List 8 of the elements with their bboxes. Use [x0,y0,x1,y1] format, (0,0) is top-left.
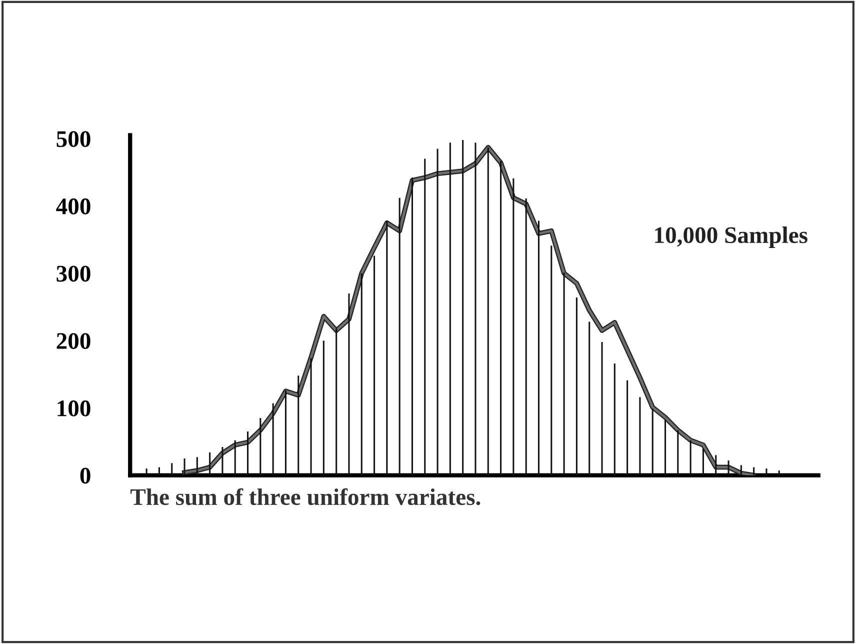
y-tick-label: 400 [56,198,90,214]
y-tick-label: 0 [80,468,90,484]
y-tick-label: 200 [56,333,90,350]
y-tick-label: 500 [56,131,90,148]
y-tick-label: 300 [56,266,90,282]
annotation: 10,000 Samples [655,226,808,248]
x-axis-title: The sum of three uniform variates. [130,488,480,506]
y-tick-label: 100 [58,400,90,416]
